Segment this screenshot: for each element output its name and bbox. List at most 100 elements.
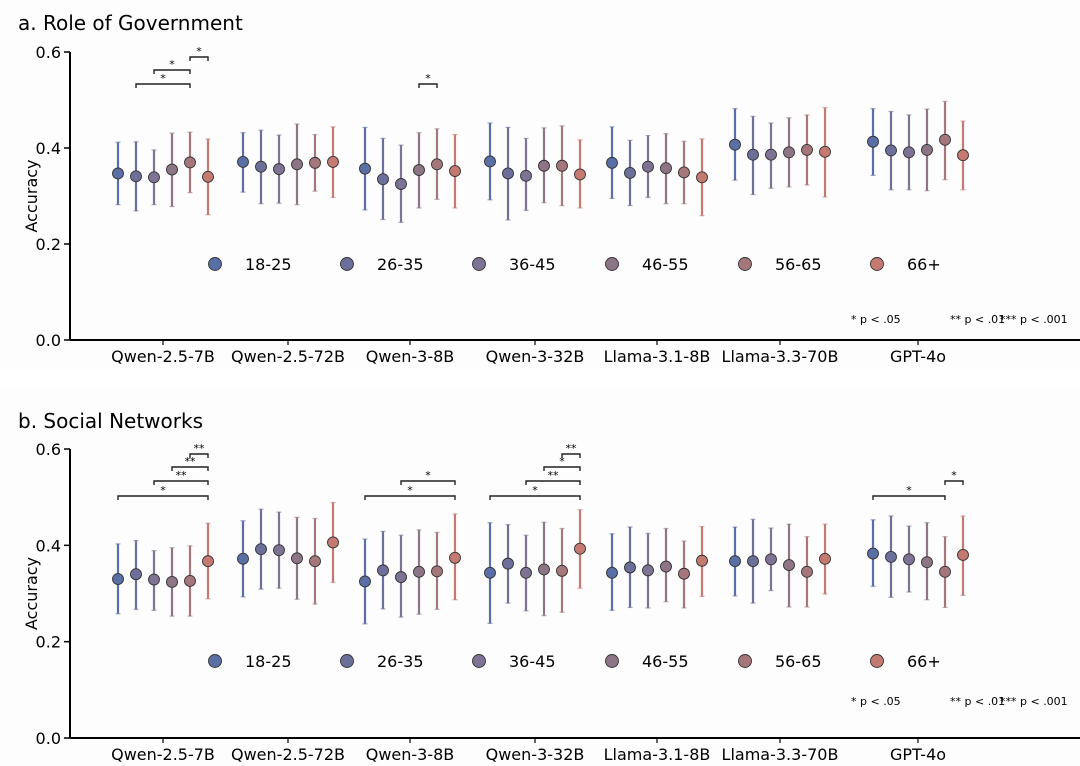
significance-note: *** p < .001 — [1000, 313, 1068, 326]
legend-marker — [472, 257, 486, 271]
x-tick-label: Qwen-3-8B — [366, 745, 455, 764]
panel-background — [0, 0, 1080, 370]
data-point — [606, 156, 618, 169]
data-point — [885, 550, 897, 563]
significance-bracket: ** — [525, 469, 581, 485]
data-point — [696, 554, 708, 567]
data-point — [148, 573, 160, 586]
significance-label: * — [425, 72, 431, 85]
data-point — [184, 156, 196, 169]
data-point — [309, 555, 321, 568]
data-point — [819, 552, 831, 565]
data-point — [148, 171, 160, 184]
bracket-line — [135, 83, 191, 88]
panel-role-of-government: a. Role of Government 0.0 0.2 0.4 0.6 Accura… — [0, 0, 1080, 370]
significance-note: * p < .05 — [851, 313, 901, 326]
panel-social-networks: b. Social Networks 0.0 0.2 0.4 0.6 Accuracy Q… — [0, 388, 1080, 766]
legend-label: 26-35 — [377, 652, 424, 671]
significance-label: ** — [176, 469, 188, 482]
bracket-line — [171, 466, 209, 471]
data-point — [502, 557, 514, 570]
data-point — [801, 143, 813, 156]
data-point — [166, 575, 178, 588]
data-point — [939, 565, 951, 578]
data-point — [484, 566, 496, 579]
y-tick-label: 0.0 — [36, 331, 61, 350]
series-56-65 — [184, 517, 951, 617]
significance-bracket: * — [400, 469, 456, 485]
data-point — [166, 163, 178, 176]
significance-note: ** p < .01 — [950, 313, 1005, 326]
bracket-line — [872, 495, 946, 500]
x-tick-label: GPT-4o — [890, 745, 946, 764]
significance-bracket: * — [872, 484, 946, 500]
significance-label: ** — [566, 442, 578, 455]
data-point — [377, 173, 389, 186]
y-tick-label: 0.2 — [36, 235, 61, 254]
significance-bracket: * — [944, 469, 964, 485]
data-point — [273, 544, 285, 557]
series-66+ — [202, 107, 969, 217]
data-point — [309, 156, 321, 169]
bracket-line — [525, 480, 581, 485]
data-point — [867, 135, 879, 148]
significance-bracket: * — [418, 72, 438, 88]
significance-bracket: * — [489, 484, 581, 500]
x-tick-label: Llama-3.1-8B — [604, 745, 711, 764]
data-point — [130, 568, 142, 581]
significance-label: * — [169, 58, 175, 71]
significance-label: * — [425, 469, 431, 482]
significance-bracket: * — [153, 58, 191, 74]
significance-bracket: * — [117, 484, 209, 500]
legend-marker — [605, 654, 619, 668]
legend-marker — [208, 257, 222, 271]
data-point — [819, 145, 831, 158]
significance-bracket: ** — [561, 442, 581, 458]
bracket-line — [364, 495, 456, 500]
data-point — [520, 566, 532, 579]
data-point — [538, 159, 550, 172]
y-tick-label: 0.4 — [36, 536, 61, 555]
data-point — [377, 564, 389, 577]
data-point — [395, 178, 407, 190]
data-point — [765, 148, 777, 161]
legend-marker — [870, 654, 884, 668]
data-point — [921, 143, 933, 156]
data-point — [449, 165, 461, 177]
significance-label: * — [160, 72, 166, 85]
series-18-25 — [112, 519, 879, 625]
y-tick-label: 0.6 — [36, 43, 61, 62]
bracket-line — [561, 453, 581, 458]
data-point — [921, 556, 933, 569]
bracket-line — [944, 480, 964, 485]
data-point — [660, 560, 672, 573]
data-point — [255, 160, 267, 173]
series-36-45 — [148, 511, 915, 618]
data-point — [696, 171, 708, 184]
bracket-line — [153, 69, 191, 74]
legend-marker — [738, 654, 752, 668]
data-point — [642, 564, 654, 577]
data-point — [556, 159, 568, 172]
panel-background — [0, 388, 1080, 766]
x-tick-label: Qwen-3-8B — [366, 347, 455, 366]
significance-label: ** — [548, 469, 560, 482]
panel-title: a. Role of Government — [18, 11, 243, 35]
series-36-45 — [148, 114, 915, 223]
data-point — [395, 571, 407, 584]
data-point — [765, 553, 777, 566]
y-axis-label: Accuracy — [22, 557, 41, 630]
data-point — [783, 146, 795, 159]
legend-label: 66+ — [907, 652, 941, 671]
significance-bracket: * — [543, 455, 581, 471]
bracket-line — [543, 466, 581, 471]
legend-label: 36-45 — [509, 652, 556, 671]
significance-bracket: ** — [189, 442, 209, 458]
data-point — [202, 170, 214, 183]
data-point — [660, 162, 672, 175]
significance-label: * — [951, 469, 957, 482]
data-point — [202, 555, 214, 568]
data-point — [431, 565, 443, 578]
bracket-line — [189, 56, 209, 61]
